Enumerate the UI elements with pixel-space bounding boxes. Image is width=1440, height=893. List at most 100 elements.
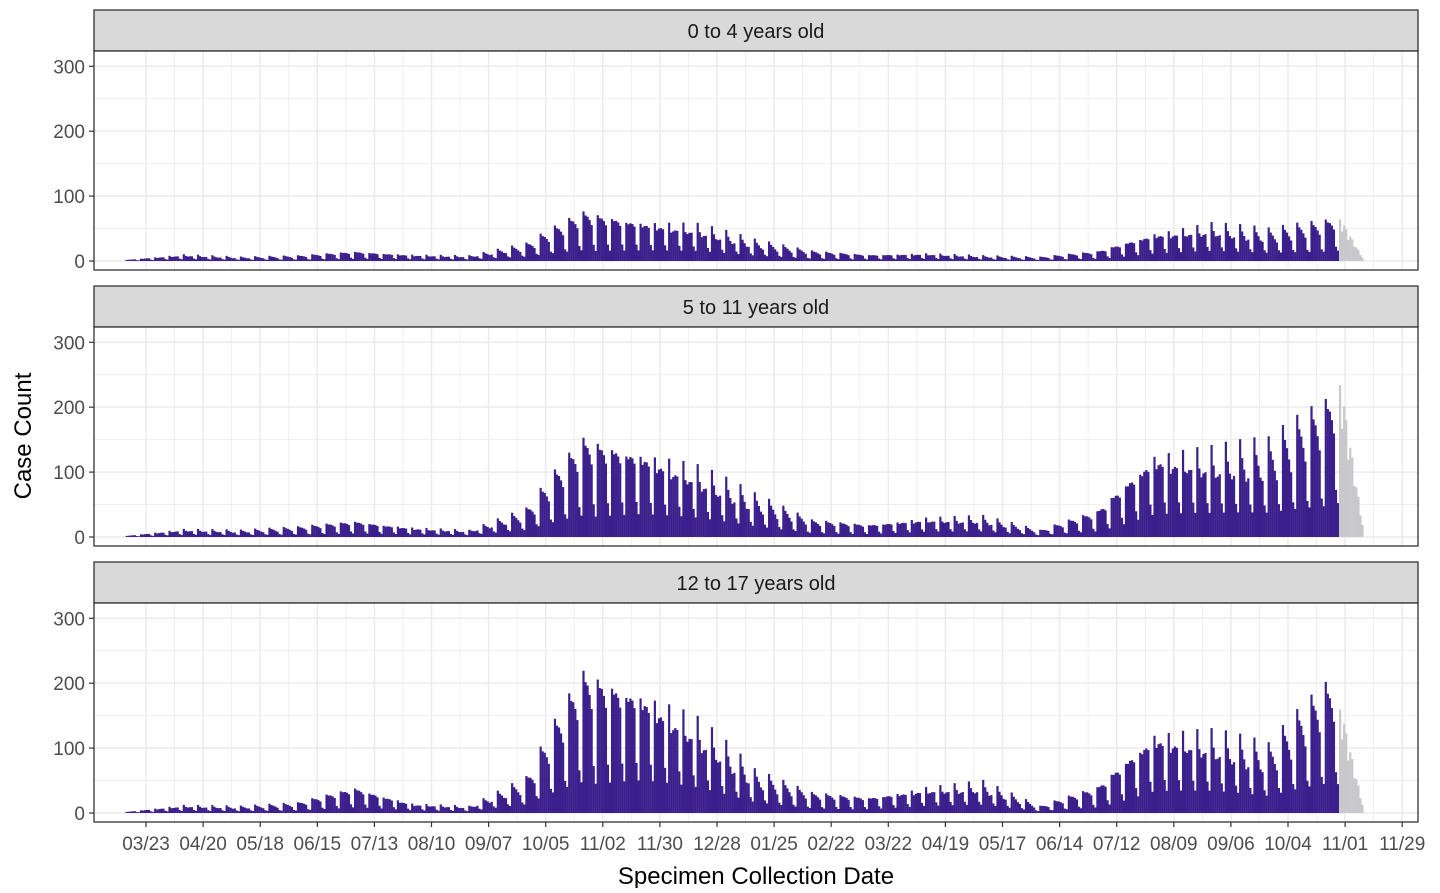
bar [1024,799,1028,813]
bar [663,767,667,813]
bar [474,806,477,813]
bar [841,796,844,813]
bar [1020,808,1024,813]
bar [925,517,928,537]
bar [998,791,1001,813]
incomplete-bar [1355,779,1358,813]
bar [331,254,334,261]
bar [1167,733,1170,813]
bar [135,260,138,261]
bar [959,522,962,537]
bar [296,526,300,537]
bar [1232,476,1236,537]
bar [339,252,342,261]
bar [519,251,522,261]
bar [927,522,930,537]
bar [574,224,577,261]
bar [717,240,720,261]
bar [786,788,789,813]
bar [1251,512,1254,537]
bar [770,780,773,813]
bar [1075,255,1079,261]
bar [635,244,638,261]
bar [600,218,603,261]
bar [796,512,799,537]
bar [1314,425,1317,537]
bar [684,232,687,261]
bar [619,707,622,813]
bar [1116,495,1119,537]
bar [256,529,259,537]
bar [1079,532,1083,537]
bar [468,255,471,261]
bar [174,807,177,813]
bar [596,679,599,813]
bar [796,785,799,813]
bar [564,780,567,813]
bar [272,805,275,813]
bar [419,529,422,537]
bar [392,258,395,261]
bar [717,762,720,813]
bar [723,793,726,813]
bar [1135,788,1138,813]
bar [1163,502,1166,537]
bar [458,532,461,537]
x-tick-label: 03/22 [865,834,913,855]
bar [1006,531,1009,537]
bar [1249,249,1252,261]
bar [714,239,718,261]
bar [969,520,973,537]
bar [747,246,750,261]
bar [749,253,752,261]
bar [861,800,864,813]
y-axis-title: Case Count [10,372,37,499]
bar [278,534,281,537]
bar [557,229,561,261]
bar [1055,801,1058,813]
bar [396,254,400,261]
bar [305,804,308,813]
bar [906,258,909,261]
bar [643,461,646,537]
bar [378,257,381,261]
bar [504,798,508,813]
bar [1094,258,1097,261]
bar [759,787,763,813]
bar [341,792,344,813]
bar [721,515,724,537]
bar [472,806,475,813]
bar [1024,525,1028,537]
bar [988,795,991,813]
bar [364,804,367,813]
bar [973,257,977,261]
bar [745,246,748,261]
bar [812,521,816,537]
bar [168,806,171,813]
bar [470,530,473,537]
bar [239,256,242,261]
bar [757,245,760,261]
bar [784,785,787,813]
bar [1181,449,1185,537]
bar [953,515,956,537]
incomplete-bar [1347,239,1350,261]
bar [553,718,557,813]
bar [219,808,222,813]
bar [1314,227,1317,261]
bar [714,759,718,813]
bar [290,257,293,261]
bar [1057,801,1060,813]
bar [741,495,744,537]
bar [435,533,438,537]
bar [1165,513,1168,537]
bar [1165,252,1168,261]
bar [712,747,716,813]
bar [239,529,242,537]
incomplete-bar [1343,225,1346,261]
bar [392,532,395,537]
bar [1288,236,1291,261]
bar [829,796,832,813]
bar [148,809,151,813]
bar [804,798,807,813]
